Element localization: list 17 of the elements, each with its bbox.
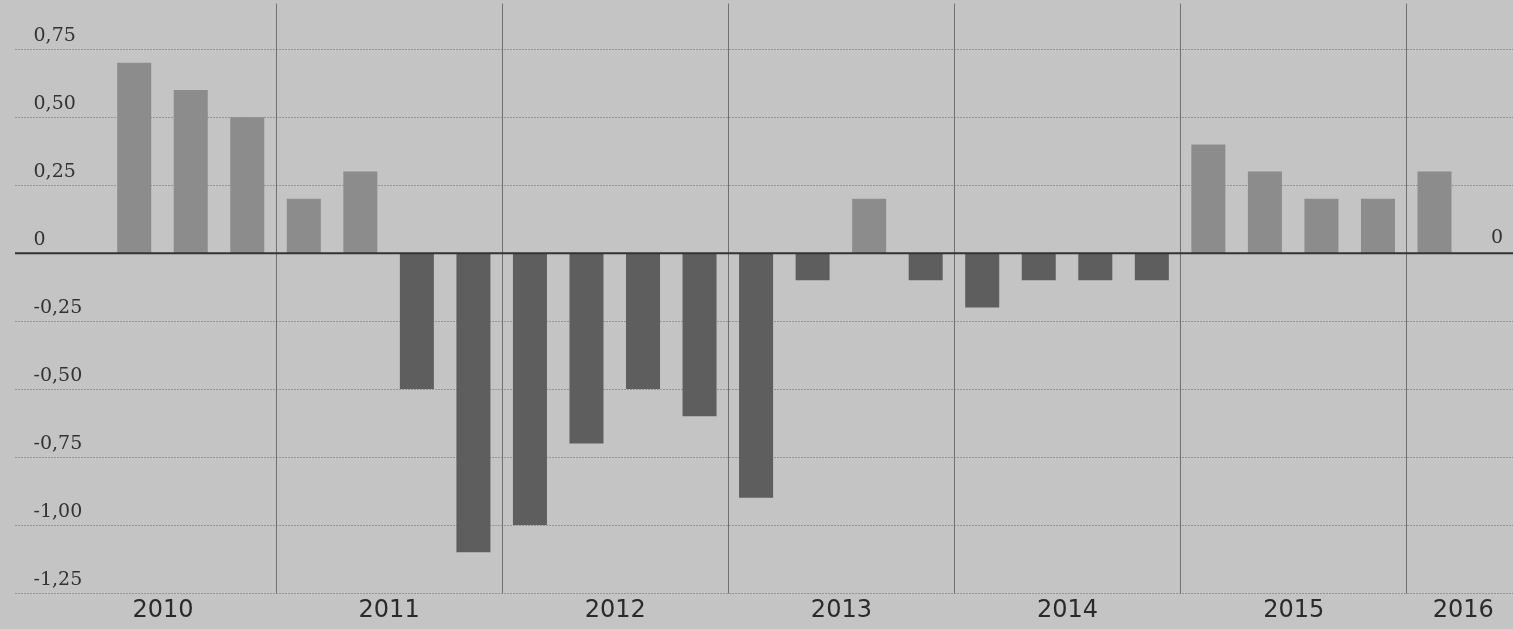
y-tick-label: 0,75 (33, 22, 76, 45)
x-tick-label: 2015 (1263, 594, 1325, 623)
x-tick-label: 2011 (358, 594, 420, 623)
x-tick-label: 2016 (1432, 594, 1494, 623)
y-tick-label: -1,00 (33, 498, 83, 521)
x-tick-label: 2013 (810, 594, 872, 623)
y-tick-label: -1,25 (33, 566, 83, 589)
y-tick-label: -0,25 (33, 294, 83, 317)
x-tick-label: 2014 (1036, 594, 1099, 623)
ref-line-label: 0 (1490, 225, 1503, 248)
y-tick-label: 0,50 (33, 90, 76, 113)
x-tick-label: 2010 (132, 594, 194, 623)
y-tick-label: -0,75 (33, 430, 83, 453)
y-tick-label: -0,50 (33, 362, 83, 385)
y-tick-label: 0,25 (33, 158, 76, 181)
y-tick-label: 0 (33, 226, 46, 249)
x-tick-label: 2012 (584, 594, 646, 623)
